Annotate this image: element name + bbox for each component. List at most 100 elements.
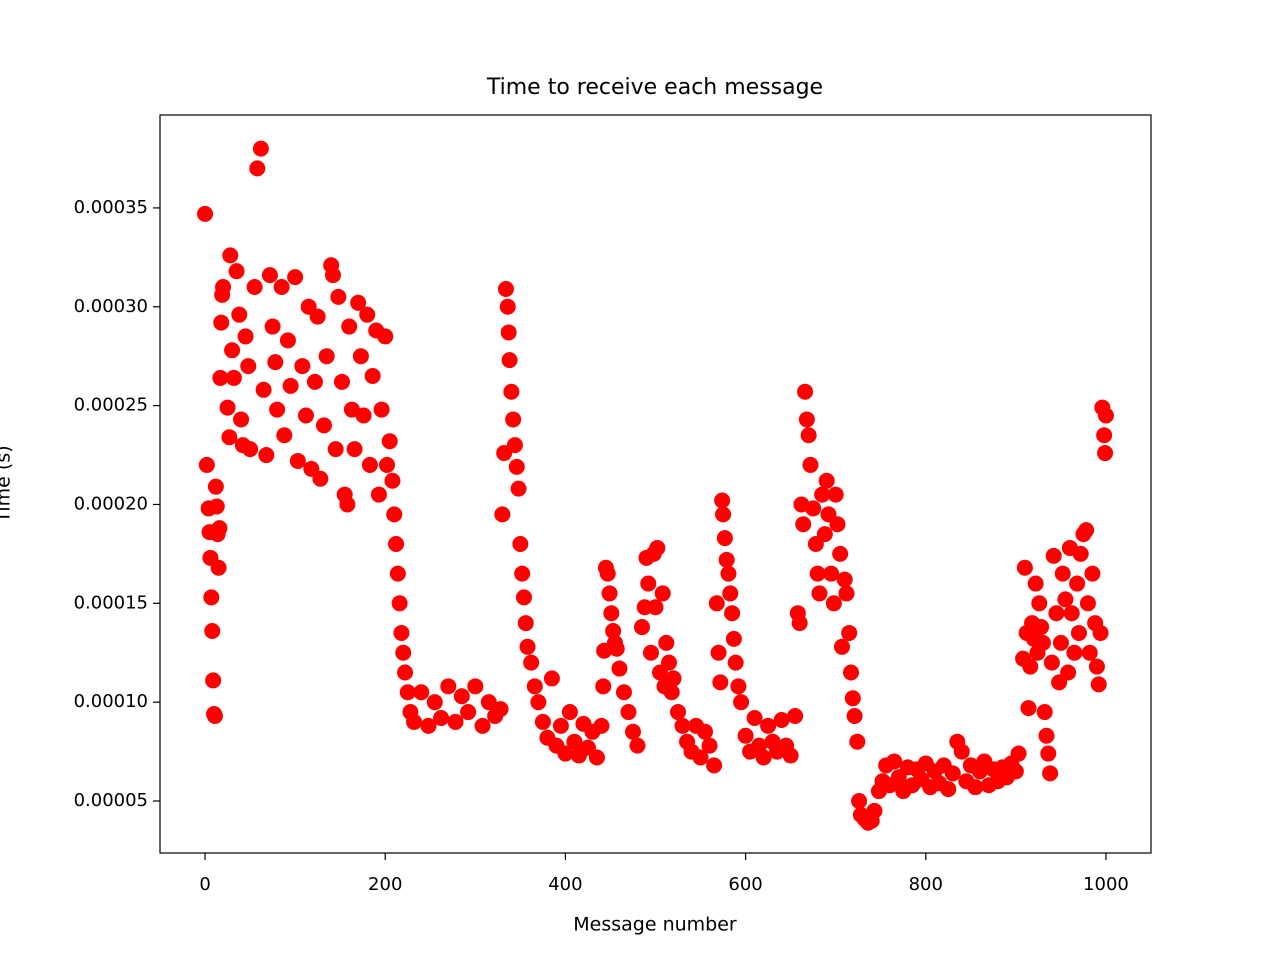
point (341, 318, 358, 335)
point (787, 707, 804, 724)
point (1097, 407, 1114, 424)
point (197, 205, 214, 222)
point (221, 429, 238, 446)
point (384, 472, 401, 489)
point (710, 644, 727, 661)
point (818, 472, 835, 489)
point (611, 660, 628, 677)
point (737, 727, 754, 744)
point (697, 723, 714, 740)
point (1070, 624, 1087, 641)
point (718, 551, 735, 568)
point (1010, 745, 1027, 762)
point (1063, 605, 1080, 622)
point (1072, 545, 1089, 562)
point (842, 664, 859, 681)
point (318, 348, 335, 365)
point (722, 585, 739, 602)
point (725, 630, 742, 647)
point (593, 717, 610, 734)
point (629, 737, 646, 754)
point (1042, 765, 1059, 782)
point (208, 498, 225, 515)
point (373, 401, 390, 418)
point (500, 324, 517, 341)
x-tick-label: 200 (368, 874, 402, 895)
point (258, 447, 275, 464)
point (823, 565, 840, 582)
point (381, 433, 398, 450)
point (1060, 664, 1077, 681)
point (330, 288, 347, 305)
point (501, 352, 518, 369)
point (795, 516, 812, 533)
point (552, 717, 569, 734)
point (599, 565, 616, 582)
point (246, 278, 263, 295)
point (447, 713, 464, 730)
y-tick-label: 0.00030 (74, 296, 148, 317)
x-tick-label: 800 (909, 874, 943, 895)
point (467, 678, 484, 695)
point (339, 496, 356, 513)
point (228, 263, 245, 280)
x-tick-label: 0 (199, 874, 210, 895)
point (480, 694, 497, 711)
point (361, 456, 378, 473)
point (324, 267, 341, 284)
point (1092, 624, 1109, 641)
point (1088, 658, 1105, 675)
point (724, 605, 741, 622)
point (800, 427, 817, 444)
point (395, 644, 412, 661)
point (1007, 763, 1024, 780)
point (708, 595, 725, 612)
point (601, 585, 618, 602)
point (798, 411, 815, 428)
point (654, 585, 671, 602)
point (836, 571, 853, 588)
point (1033, 619, 1050, 636)
point (294, 358, 311, 375)
point (832, 545, 849, 562)
point (1031, 595, 1048, 612)
point (297, 407, 314, 424)
point (603, 605, 620, 622)
point (517, 615, 534, 632)
point (497, 280, 514, 297)
point (224, 342, 241, 359)
point (204, 622, 221, 639)
point (816, 526, 833, 543)
point (514, 565, 531, 582)
point (658, 634, 675, 651)
point (755, 749, 772, 766)
chart-title: Time to receive each message (486, 75, 823, 100)
point (944, 765, 961, 782)
point (333, 373, 350, 390)
point (595, 678, 612, 695)
point (1038, 727, 1055, 744)
point (399, 684, 416, 701)
point (1020, 700, 1037, 717)
point (205, 672, 222, 689)
point (492, 701, 509, 718)
point (515, 589, 532, 606)
point (706, 757, 723, 774)
point (844, 690, 861, 707)
point (1084, 565, 1101, 582)
point (1090, 676, 1107, 693)
point (231, 306, 248, 323)
point (388, 536, 405, 553)
point (386, 506, 403, 523)
x-tick-label: 600 (728, 874, 762, 895)
point (692, 749, 709, 766)
point (526, 678, 543, 695)
point (1079, 595, 1096, 612)
point (833, 638, 850, 655)
point (252, 140, 269, 157)
point (512, 536, 529, 553)
x-axis-label: Message number (573, 914, 737, 936)
point (213, 314, 230, 331)
point (640, 575, 657, 592)
